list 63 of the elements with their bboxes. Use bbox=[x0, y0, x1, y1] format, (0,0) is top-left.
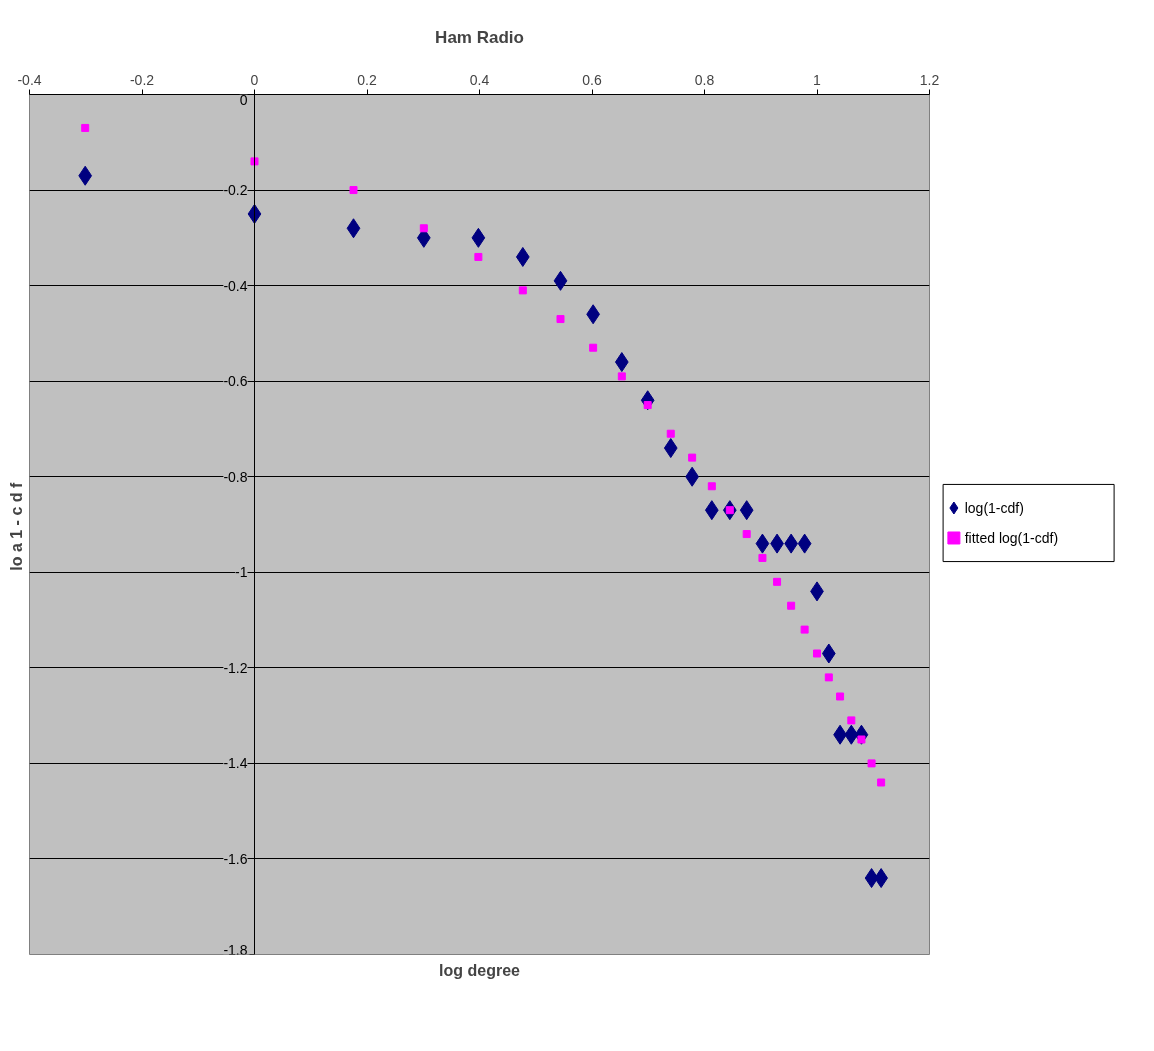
point bbox=[836, 692, 845, 701]
point bbox=[614, 352, 629, 373]
point bbox=[800, 625, 809, 634]
y-tick-label: -1.2 bbox=[223, 659, 248, 676]
point bbox=[847, 716, 856, 725]
point bbox=[813, 649, 821, 658]
point bbox=[247, 203, 262, 224]
y-tick-label: -1.6 bbox=[223, 850, 248, 867]
x-tick-label: 1.2 bbox=[919, 71, 940, 88]
point bbox=[589, 343, 598, 352]
y-tick-label: -0.8 bbox=[223, 468, 248, 485]
x-tick-label: 0.2 bbox=[357, 71, 377, 88]
point bbox=[755, 533, 770, 554]
point bbox=[877, 778, 886, 787]
y-axis-title: lo a 1 - c d f bbox=[7, 482, 25, 571]
point bbox=[797, 533, 812, 554]
point bbox=[824, 673, 833, 682]
point bbox=[666, 429, 675, 438]
point bbox=[787, 601, 796, 610]
x-tick-label: 0.6 bbox=[582, 71, 602, 88]
x-axis-title: log degree bbox=[439, 961, 521, 979]
y-tick-label: -0.6 bbox=[223, 373, 248, 390]
y-tick-label: -1.4 bbox=[223, 755, 248, 772]
point bbox=[844, 724, 859, 745]
point bbox=[742, 530, 751, 539]
x-tick-label: 0 bbox=[250, 71, 259, 88]
legend-label: log(1-cdf) bbox=[964, 500, 1024, 516]
point bbox=[250, 157, 259, 166]
point bbox=[474, 252, 483, 261]
point bbox=[553, 270, 568, 291]
x-tick-label: 1 bbox=[813, 71, 822, 88]
y-tick-label: 0 bbox=[239, 91, 248, 108]
point bbox=[617, 372, 626, 381]
point bbox=[867, 759, 876, 768]
chart-title: Ham Radio bbox=[435, 27, 524, 47]
point bbox=[515, 246, 530, 267]
y-tick-label: -1.8 bbox=[223, 941, 248, 958]
point bbox=[518, 286, 527, 295]
point bbox=[758, 553, 767, 562]
point bbox=[739, 500, 754, 521]
point bbox=[556, 315, 565, 324]
point bbox=[419, 224, 428, 233]
point bbox=[643, 401, 652, 410]
point bbox=[349, 186, 358, 195]
x-tick-label: 0.4 bbox=[469, 71, 490, 88]
x-tick-label: -0.4 bbox=[17, 71, 42, 88]
legend-label: fitted log(1-cdf) bbox=[964, 530, 1059, 546]
point bbox=[81, 123, 90, 132]
y-tick-label: -0.4 bbox=[223, 277, 248, 294]
point bbox=[773, 577, 782, 586]
point bbox=[707, 482, 716, 491]
x-tick-label: 0.8 bbox=[694, 71, 715, 88]
point bbox=[704, 500, 719, 521]
point bbox=[663, 438, 678, 459]
point bbox=[821, 643, 836, 664]
y-tick-label: -0.2 bbox=[223, 182, 248, 199]
point bbox=[688, 453, 697, 462]
point bbox=[471, 227, 486, 248]
x-tick-label: -0.2 bbox=[129, 71, 155, 88]
point bbox=[78, 165, 93, 186]
point bbox=[346, 218, 361, 239]
y-tick-label: -1 bbox=[235, 564, 248, 581]
point bbox=[864, 868, 879, 889]
